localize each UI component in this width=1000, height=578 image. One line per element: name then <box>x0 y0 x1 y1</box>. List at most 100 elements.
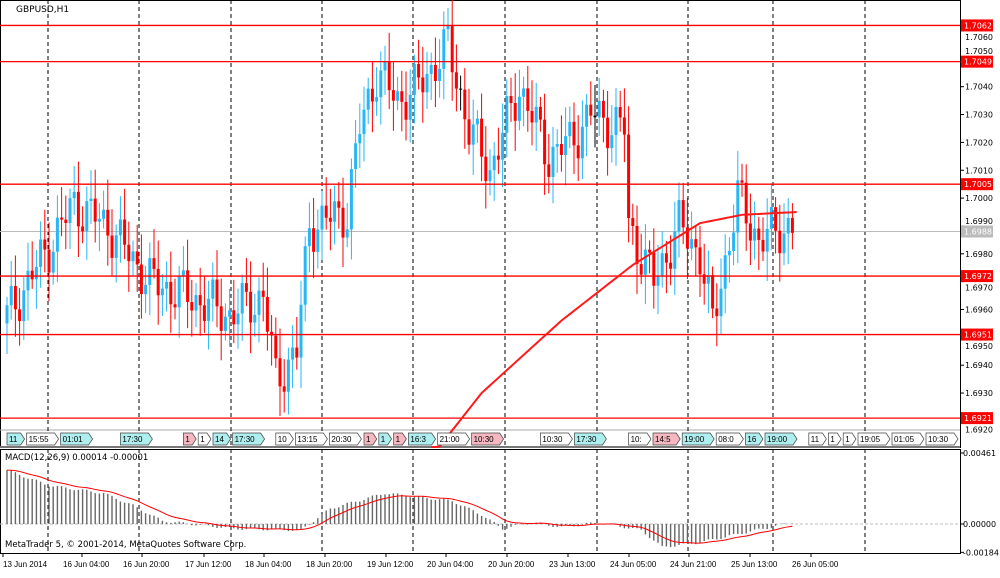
candle-body <box>408 94 412 120</box>
candle-body <box>131 251 135 262</box>
x-tick-label: 16 Jun 20:00 <box>123 560 170 569</box>
main-pane-border <box>0 0 961 448</box>
event-marker <box>808 432 827 446</box>
candle-body <box>572 121 576 146</box>
candle-body <box>727 250 731 256</box>
candle-body <box>387 61 391 91</box>
candle-body <box>249 291 253 323</box>
event-marker <box>232 432 266 446</box>
candle-body <box>181 270 185 276</box>
current-price-label: 1.6988 <box>964 228 992 237</box>
y-tick-label: 1.7000 <box>965 194 993 203</box>
y-tick-label: 1.6970 <box>965 284 993 293</box>
candle-body <box>337 201 341 208</box>
event-label: 13:15 <box>297 435 318 444</box>
event-label: 1 <box>396 435 401 444</box>
candle-body <box>526 88 530 111</box>
event-label: 19:05 <box>860 435 881 444</box>
candle-body <box>530 110 534 123</box>
event-label: 20:30 <box>331 435 352 444</box>
candle-body <box>753 228 757 241</box>
event-marker <box>183 432 197 446</box>
candle-body <box>219 306 223 331</box>
candle-body <box>782 233 786 254</box>
event-marker <box>120 432 153 446</box>
candle-body <box>715 308 719 317</box>
candle-body <box>757 228 761 240</box>
candle-body <box>597 100 601 118</box>
level-label: 1.6921 <box>964 414 992 423</box>
candle-body <box>433 64 437 81</box>
candle-body <box>593 115 597 118</box>
candle-body <box>614 107 618 136</box>
candle-body <box>152 258 156 269</box>
candle-body <box>312 228 316 252</box>
candle-body <box>13 286 17 310</box>
candle-body <box>291 347 295 360</box>
event-label: 16:3 <box>410 435 426 444</box>
candle-body <box>396 91 400 101</box>
candle-body <box>719 288 723 317</box>
candle-body <box>681 200 685 228</box>
candle-body <box>496 155 500 160</box>
candle-body <box>513 103 517 121</box>
event-label: 10 <box>278 435 287 444</box>
candle-body <box>341 207 345 238</box>
candle-body <box>118 219 122 236</box>
event-label: 21:00 <box>440 435 461 444</box>
candle-body <box>156 268 160 296</box>
candle-body <box>732 232 736 251</box>
candle-body <box>568 121 572 137</box>
candle-body <box>270 331 274 336</box>
candle-body <box>505 96 509 133</box>
candle-body <box>60 217 64 220</box>
candle-body <box>127 244 131 262</box>
candle-body <box>354 143 358 170</box>
candle-body <box>240 283 244 314</box>
event-marker <box>26 432 60 446</box>
candle-body <box>286 359 290 392</box>
x-tick-label: 16 Jun 04:00 <box>63 560 110 569</box>
event-label: 1 <box>381 435 386 444</box>
candle-body <box>26 270 30 291</box>
candle-body <box>295 347 299 358</box>
y-tick-label: 1.7010 <box>965 166 993 175</box>
candle-body <box>723 255 727 289</box>
event-marker <box>212 432 232 446</box>
level-badge <box>961 55 993 68</box>
event-marker <box>681 432 715 446</box>
candle-body <box>412 64 416 95</box>
candle-body <box>110 235 114 258</box>
candle-body <box>736 180 740 233</box>
candle-body <box>391 90 395 101</box>
candle-body <box>194 295 198 311</box>
candle-body <box>366 88 370 110</box>
candle-body <box>534 106 538 123</box>
candle-body <box>698 247 702 275</box>
candle-body <box>400 91 404 102</box>
candle-body <box>215 279 219 307</box>
candle-body <box>211 279 215 299</box>
candle-body <box>173 304 177 308</box>
candle-body <box>442 29 446 69</box>
x-tick-label: 20 Jun 04:00 <box>427 560 474 569</box>
event-marker <box>891 432 925 446</box>
event-label: 01:05 <box>894 435 915 444</box>
event-label: 14 <box>215 435 224 444</box>
event-marker <box>764 432 798 446</box>
candle-body <box>198 295 202 306</box>
event-marker <box>378 432 393 446</box>
candle-body <box>68 198 72 224</box>
x-tick-label: 23 Jun 13:00 <box>549 560 596 569</box>
event-marker <box>275 432 294 446</box>
candle-body <box>345 229 349 238</box>
candle-body <box>694 239 698 248</box>
candle-body <box>744 182 748 224</box>
candle-body <box>362 109 366 135</box>
chart-title: GBPUSD,H1 <box>16 5 70 15</box>
candle-body <box>316 229 320 252</box>
y-tick-label: 1.7030 <box>965 111 993 120</box>
candle-body <box>383 61 387 71</box>
